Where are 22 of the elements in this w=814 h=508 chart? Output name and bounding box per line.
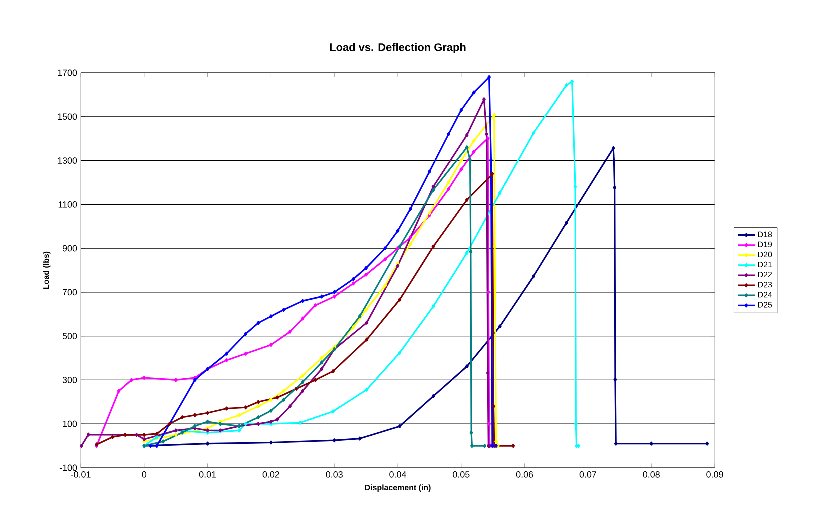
x-tick-label: 0.01 — [199, 472, 216, 478]
y-tick-label: 500 — [62, 333, 78, 340]
x-tick-label: 0.05 — [453, 472, 470, 478]
y-tick-label: -100 — [60, 464, 78, 472]
y-tick-label: 1100 — [58, 201, 78, 208]
x-tick-label: 0.03 — [326, 472, 343, 478]
x-tick-label: 0.04 — [390, 472, 406, 478]
y-tick-label: 300 — [62, 377, 78, 384]
x-tick-label: 0.09 — [706, 472, 724, 478]
y-tick-label: 900 — [62, 245, 78, 252]
y-tick-label: 1300 — [58, 158, 78, 164]
y-tick-label: 100 — [63, 420, 78, 428]
y-tick-label: 1500 — [58, 114, 78, 120]
x-tick-label: 0.07 — [580, 472, 596, 478]
y-tick-label: 1700 — [58, 70, 78, 76]
chart-title: Load vs. Deflection Graph — [330, 43, 466, 54]
x-tick-label: 0.08 — [643, 472, 660, 478]
x-tick-label: -0.01 — [71, 472, 91, 478]
x-tick-label: 0 — [142, 472, 147, 478]
x-tick-label: 0.02 — [262, 472, 280, 478]
x-tick-label: 0.06 — [516, 472, 534, 478]
y-tick-label: 700 — [62, 289, 78, 296]
